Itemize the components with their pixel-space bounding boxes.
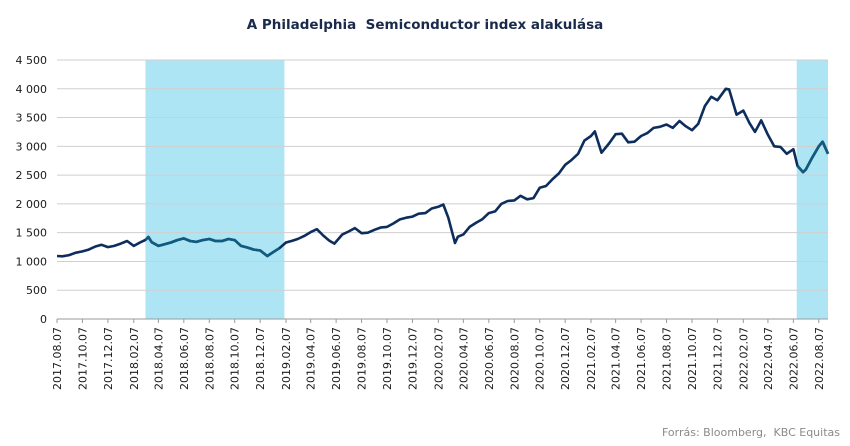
x-tick-label: 2017.10.07 [76, 327, 89, 390]
x-tick-label: 2020.10.07 [534, 327, 547, 390]
x-tick-label: 2021.08.07 [661, 327, 674, 390]
x-tick-label: 2017.12.07 [102, 327, 115, 390]
series-lines [56, 87, 830, 258]
x-tick-label: 2021.10.07 [686, 327, 699, 390]
x-tick-label: 2021.06.07 [635, 327, 648, 390]
x-tick-label: 2020.04.07 [457, 327, 470, 390]
highlight-band [145, 60, 285, 319]
x-tick-label: 2019.12.07 [406, 327, 419, 390]
series-line-highlighted [144, 235, 281, 258]
x-tick-label: 2018.10.07 [229, 327, 242, 390]
y-tick-label: 2 000 [16, 198, 48, 211]
y-tick-label: 1 000 [16, 255, 48, 268]
x-tick-label: 2019.04.07 [305, 327, 318, 390]
y-tick-label: 3 500 [16, 112, 48, 125]
y-tick-label: 3 000 [16, 140, 48, 153]
x-tick-label: 2021.12.07 [711, 327, 724, 390]
gridlines [57, 59, 828, 320]
highlight-bands [145, 60, 828, 319]
x-tick-label: 2018.02.07 [128, 327, 141, 390]
x-tick-label: 2019.06.07 [330, 327, 343, 390]
x-tick-label: 2019.10.07 [381, 327, 394, 390]
source-note: Forrás: Bloomberg, KBC Equitas [661, 426, 840, 439]
x-axis-ticks: 2017.08.07 2017.10.07 2017.12.07 2018.02.07… [51, 319, 826, 390]
x-tick-label: 2020.08.07 [508, 327, 521, 390]
series-line-highlighted [796, 140, 830, 174]
y-tick-label: 4 000 [16, 83, 48, 96]
x-tick-label: 2018.04.07 [152, 327, 165, 390]
x-tick-label: 2020.02.07 [432, 327, 445, 390]
x-tick-label: 2019.02.07 [280, 327, 293, 390]
x-tick-label: 2021.04.07 [610, 327, 623, 390]
highlight-band [796, 60, 828, 319]
x-tick-label: 2022.04.07 [762, 327, 775, 390]
chart-title: A Philadelphia Semiconductor index alaku… [246, 17, 604, 33]
x-tick-label: 2021.02.07 [585, 327, 598, 390]
x-tick-label: 2022.08.07 [813, 327, 826, 390]
x-tick-label: 2018.08.07 [203, 327, 216, 390]
x-tick-label: 2020.06.07 [483, 327, 496, 390]
x-tick-label: 2019.08.07 [356, 327, 369, 390]
y-tick-label: 1 500 [16, 227, 48, 240]
x-tick-label: 2017.08.07 [51, 327, 64, 390]
y-tick-label: 4 500 [16, 54, 48, 67]
y-tick-label: 0 [40, 313, 47, 326]
y-tick-label: 500 [26, 284, 47, 297]
x-tick-label: 2020.12.07 [559, 327, 572, 390]
x-tick-label: 2018.12.07 [254, 327, 267, 390]
x-tick-label: 2018.06.07 [178, 327, 191, 390]
y-tick-label: 2 500 [16, 169, 48, 182]
y-axis-ticks: 0 500 1 000 1 500 2 000 2 500 3 000 3 500 4 000 4… [16, 54, 48, 326]
x-tick-label: 2022.02.07 [737, 327, 750, 390]
x-tick-label: 2022.06.07 [787, 327, 800, 390]
